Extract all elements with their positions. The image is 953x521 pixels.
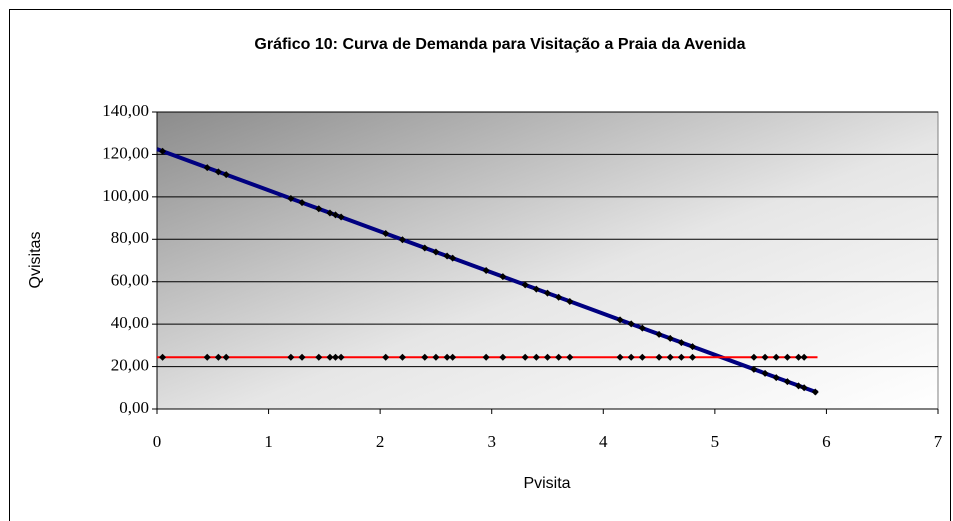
x-tick-label: 4: [599, 432, 608, 451]
marker: [398, 236, 406, 244]
marker: [382, 353, 390, 361]
marker: [783, 353, 791, 361]
marker: [332, 353, 340, 361]
marker: [337, 213, 345, 221]
marker: [421, 244, 429, 252]
marker: [544, 289, 551, 297]
y-axis-label: Qvisitas: [27, 232, 44, 289]
marker: [521, 281, 529, 289]
marker: [398, 353, 406, 361]
marker: [298, 353, 306, 361]
marker: [159, 147, 167, 155]
marker: [616, 353, 624, 361]
marker: [482, 266, 490, 274]
y-tick-label: 100,00: [102, 186, 149, 205]
marker: [214, 168, 222, 176]
marker: [214, 353, 222, 361]
marker: [443, 252, 451, 260]
y-tick-label: 40,00: [111, 313, 149, 332]
marker: [783, 378, 791, 386]
marker: [287, 195, 295, 203]
marker: [443, 353, 451, 361]
y-tick-label: 120,00: [102, 143, 149, 162]
marker: [772, 374, 780, 382]
marker: [326, 209, 334, 217]
marker: [203, 164, 211, 172]
marker: [800, 384, 808, 392]
marker: [315, 205, 323, 213]
marker: [432, 353, 440, 361]
marker: [750, 353, 758, 361]
marker: [666, 334, 674, 342]
marker: [222, 171, 230, 179]
marker: [627, 353, 635, 361]
marker: [627, 320, 635, 328]
x-tick-label: 6: [822, 432, 831, 451]
x-tick-label: 7: [934, 432, 943, 451]
y-tick-label: 20,00: [111, 355, 149, 374]
marker: [159, 353, 167, 361]
x-tick-label: 3: [487, 432, 496, 451]
marker: [689, 353, 697, 361]
marker: [677, 353, 685, 361]
marker: [666, 353, 674, 361]
marker: [298, 199, 306, 207]
marker: [532, 353, 540, 361]
marker: [689, 343, 697, 351]
x-tick-label: 2: [376, 432, 385, 451]
y-tick-label: 0,00: [119, 398, 149, 417]
marker: [566, 353, 574, 361]
chart-title: Gráfico 10: Curva de Demanda para Visita…: [254, 36, 745, 53]
y-tick-label: 80,00: [111, 228, 149, 247]
marker: [655, 330, 663, 338]
marker: [555, 293, 563, 301]
marker: [761, 369, 769, 377]
marker: [499, 353, 507, 361]
marker: [326, 353, 334, 361]
marker: [677, 339, 685, 347]
marker: [544, 353, 551, 361]
marker: [482, 353, 490, 361]
marker: [332, 211, 340, 219]
x-tick-label: 1: [264, 432, 273, 451]
marker: [761, 353, 769, 361]
marker: [795, 382, 803, 390]
x-tick-label: 5: [711, 432, 720, 451]
marker: [800, 353, 808, 361]
marker: [616, 316, 624, 324]
marker: [449, 254, 457, 262]
marker: [421, 353, 429, 361]
marker: [315, 353, 323, 361]
marker: [337, 353, 345, 361]
plot-area: [156, 111, 939, 410]
marker: [566, 297, 574, 305]
marker: [499, 273, 507, 281]
marker: [638, 324, 646, 332]
x-axis-label: Pvisita: [523, 475, 570, 492]
marker: [638, 353, 646, 361]
marker: [811, 388, 819, 396]
marker: [222, 353, 230, 361]
marker: [382, 230, 390, 238]
x-tick-label: 0: [153, 432, 162, 451]
marker: [287, 353, 295, 361]
y-tick-label: 140,00: [102, 101, 149, 120]
y-tick-label: 60,00: [111, 271, 149, 290]
marker: [532, 285, 540, 293]
marker: [555, 353, 563, 361]
marker: [655, 353, 663, 361]
marker: [449, 353, 457, 361]
marker: [772, 353, 780, 361]
marker: [432, 248, 440, 256]
marker: [521, 353, 529, 361]
marker: [795, 353, 803, 361]
marker: [750, 365, 758, 373]
marker: [203, 353, 211, 361]
